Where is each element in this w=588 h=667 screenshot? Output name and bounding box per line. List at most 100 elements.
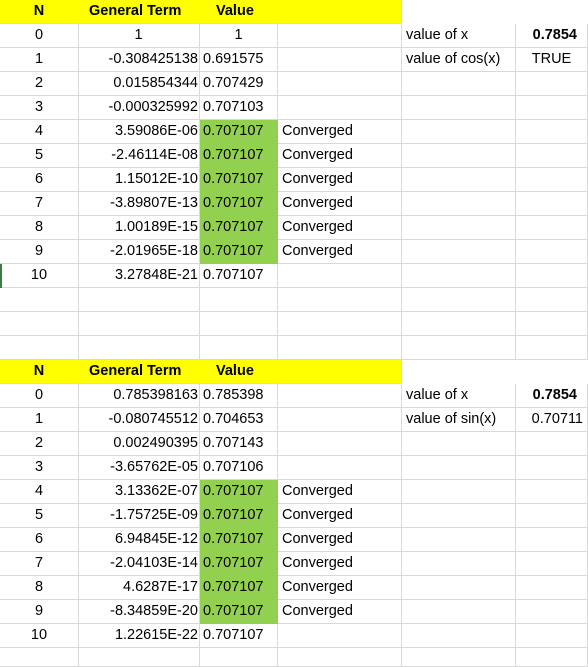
input-x-value[interactable]: 0.7854 [516, 24, 588, 48]
cell[interactable] [200, 312, 278, 336]
cell-term[interactable]: 1.15012E-10 [79, 168, 200, 192]
cell-n[interactable]: 0 [0, 384, 79, 408]
cell-status[interactable] [278, 24, 402, 48]
cell-term[interactable]: 3.13362E-07 [79, 480, 200, 504]
cell[interactable] [402, 312, 516, 336]
cell[interactable] [516, 336, 588, 360]
sin-result-value[interactable]: 0.70711 [516, 408, 588, 432]
cell[interactable] [516, 264, 588, 288]
cell-value-converged[interactable]: 0.707107 [200, 504, 278, 528]
cell-status[interactable]: Converged [278, 240, 402, 264]
cell-status[interactable] [278, 432, 402, 456]
cell-n[interactable]: 1 [0, 408, 79, 432]
cell-term[interactable]: -3.89807E-13 [79, 192, 200, 216]
cell-term[interactable]: 0.785398163 [79, 384, 200, 408]
cell-status[interactable]: Converged [278, 168, 402, 192]
label-value-of-x[interactable]: value of x [402, 24, 516, 48]
cell[interactable] [402, 288, 516, 312]
cell[interactable] [516, 480, 588, 504]
cell[interactable] [278, 288, 402, 312]
cell[interactable] [516, 624, 588, 648]
cell[interactable] [516, 192, 588, 216]
cell-term[interactable]: -3.65762E-05 [79, 456, 200, 480]
cell[interactable] [402, 624, 516, 648]
cell[interactable] [402, 432, 516, 456]
label-value-of-cos[interactable]: value of cos(x) [402, 48, 516, 72]
cell-n[interactable]: 5 [0, 504, 79, 528]
cell-n[interactable]: 3 [0, 96, 79, 120]
cell[interactable] [516, 528, 588, 552]
cell-term[interactable]: 3.27848E-21 [79, 264, 200, 288]
cell-value-converged[interactable]: 0.707107 [200, 168, 278, 192]
cell-term[interactable]: -2.01965E-18 [79, 240, 200, 264]
cell-term[interactable]: 4.6287E-17 [79, 576, 200, 600]
cell-term[interactable]: 1 [79, 24, 200, 48]
cell[interactable] [200, 336, 278, 360]
cell-value-converged[interactable]: 0.707107 [200, 480, 278, 504]
cell[interactable] [278, 0, 402, 24]
cell[interactable] [516, 576, 588, 600]
label-value-of-x[interactable]: value of x [402, 384, 516, 408]
cell-n[interactable]: 10 [0, 264, 79, 288]
cell[interactable] [402, 72, 516, 96]
cell[interactable] [402, 120, 516, 144]
cell[interactable] [516, 312, 588, 336]
cell[interactable] [278, 648, 402, 667]
cell[interactable] [0, 648, 79, 667]
cell-value[interactable]: 0.707103 [200, 96, 278, 120]
cell[interactable] [278, 360, 402, 384]
cell-status[interactable] [278, 72, 402, 96]
cell[interactable] [402, 168, 516, 192]
cell[interactable] [0, 312, 79, 336]
cell[interactable] [516, 288, 588, 312]
cell[interactable] [516, 504, 588, 528]
cell-term[interactable]: 1.22615E-22 [79, 624, 200, 648]
cell[interactable] [0, 288, 79, 312]
cell-value-converged[interactable]: 0.707107 [200, 600, 278, 624]
cell-term[interactable]: -8.34859E-20 [79, 600, 200, 624]
cell-term[interactable]: -0.000325992 [79, 96, 200, 120]
cell[interactable] [516, 552, 588, 576]
cell-n[interactable]: 4 [0, 480, 79, 504]
cell[interactable] [402, 648, 516, 667]
cell[interactable] [516, 240, 588, 264]
cell[interactable] [516, 168, 588, 192]
cell-status[interactable]: Converged [278, 528, 402, 552]
cell-status[interactable] [278, 264, 402, 288]
cell-n[interactable]: 8 [0, 576, 79, 600]
cell-value-converged[interactable]: 0.707107 [200, 576, 278, 600]
cell[interactable] [200, 288, 278, 312]
header-n[interactable]: N [0, 360, 79, 384]
cell-status[interactable]: Converged [278, 552, 402, 576]
cell-term[interactable]: 3.59086E-06 [79, 120, 200, 144]
cell-term[interactable]: 0.002490395 [79, 432, 200, 456]
header-value[interactable]: Value [200, 360, 278, 384]
cell-term[interactable]: -2.04103E-14 [79, 552, 200, 576]
cell[interactable] [516, 144, 588, 168]
cell[interactable] [516, 72, 588, 96]
input-x-value[interactable]: 0.7854 [516, 384, 588, 408]
cell[interactable] [402, 480, 516, 504]
cell[interactable] [278, 312, 402, 336]
cell[interactable] [79, 648, 200, 667]
cell-n[interactable]: 3 [0, 456, 79, 480]
cell-status[interactable] [278, 456, 402, 480]
cell[interactable] [402, 552, 516, 576]
cell-status[interactable]: Converged [278, 480, 402, 504]
cell-term[interactable]: 1.00189E-15 [79, 216, 200, 240]
cell-n[interactable]: 2 [0, 432, 79, 456]
cell-term[interactable]: -0.308425138 [79, 48, 200, 72]
cell-status[interactable]: Converged [278, 144, 402, 168]
cell-n[interactable]: 7 [0, 192, 79, 216]
cell-n[interactable]: 5 [0, 144, 79, 168]
cell-value[interactable]: 0.707106 [200, 456, 278, 480]
cell-value-converged[interactable]: 0.707107 [200, 144, 278, 168]
cell[interactable] [402, 144, 516, 168]
cell[interactable] [402, 240, 516, 264]
cell-status[interactable] [278, 384, 402, 408]
cell-term[interactable]: -0.080745512 [79, 408, 200, 432]
cell-n[interactable]: 2 [0, 72, 79, 96]
cell-n[interactable]: 8 [0, 216, 79, 240]
cell[interactable] [402, 528, 516, 552]
